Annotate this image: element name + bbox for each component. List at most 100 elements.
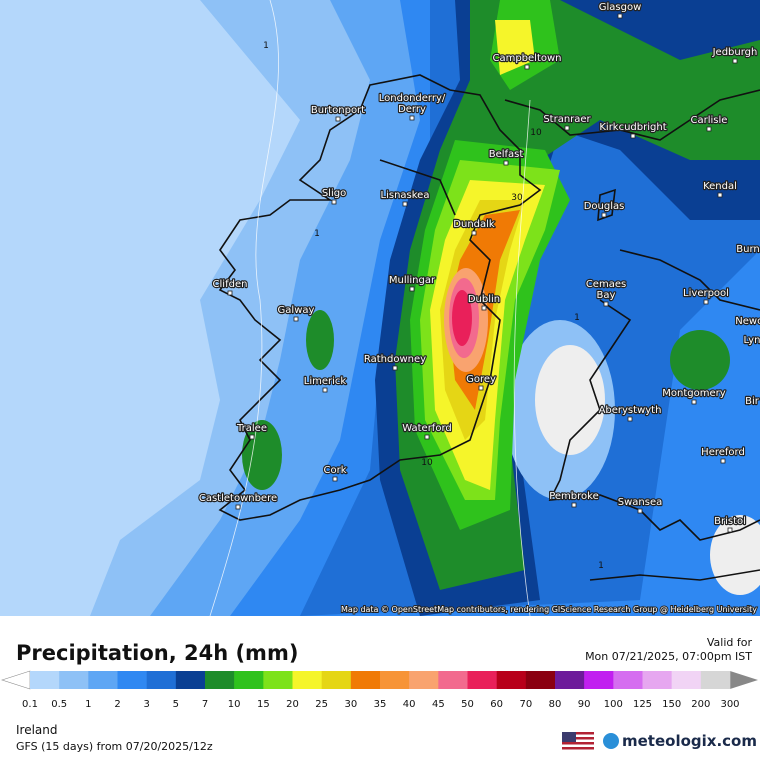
colorbar-tick-label: 45: [432, 699, 445, 710]
city-marker: [564, 125, 570, 131]
city-label: Bir: [745, 396, 760, 407]
city-label: Pembroke: [549, 491, 599, 502]
city-label: Burn: [736, 244, 759, 255]
colorbar-cell: [350, 671, 381, 689]
city-marker: [481, 305, 487, 311]
city-label: Rathdowney: [364, 354, 426, 365]
colorbar-tick-label: 15: [257, 699, 270, 710]
colorbar-cell: [175, 671, 206, 689]
city-marker: [424, 434, 430, 440]
colorbar-tick-label: 125: [633, 699, 652, 710]
colorbar-tick-label: 35: [374, 699, 387, 710]
colorbar-tick-label: 50: [461, 699, 474, 710]
colorbar-tick-label: 150: [662, 699, 681, 710]
city-marker: [293, 316, 299, 322]
city-marker: [524, 64, 530, 70]
city-label: Cemaes: [586, 279, 626, 290]
city-label: Hereford: [701, 447, 745, 458]
city-marker: [409, 115, 415, 121]
city-label: Belfast: [489, 149, 524, 160]
precip-map: Glasgow Jedburgh Campbeltown Burtonport Lond…: [0, 0, 760, 617]
colorbar-tick-label: 80: [549, 699, 562, 710]
legend-title: Precipitation, 24h (mm): [16, 641, 298, 665]
city-label: Douglas: [584, 201, 625, 212]
city-marker: [691, 399, 697, 405]
city-label: Carlisle: [691, 115, 728, 126]
city-label: Campbeltown: [492, 53, 561, 64]
city-label: Castletownbere: [199, 493, 277, 504]
city-marker: [322, 387, 328, 393]
city-marker: [471, 230, 477, 236]
city-label: Cork: [323, 465, 346, 476]
colorbar-cell: [292, 671, 322, 689]
colorbar-cell: [321, 671, 352, 689]
colorbar-cell: [584, 671, 614, 689]
contour-label: 30: [511, 193, 523, 203]
contour-label: 1: [314, 229, 320, 239]
city-label: Limerick: [304, 376, 347, 387]
colorbar-cell: [700, 671, 731, 689]
colorbar-tick-label: 300: [720, 699, 739, 710]
city-marker: [571, 502, 577, 508]
city-marker: [249, 434, 255, 440]
colorbar-cell: [146, 671, 177, 689]
city-marker: [627, 416, 633, 422]
valid-time: Mon 07/21/2025, 07:00pm IST: [585, 650, 752, 663]
city-marker: [706, 126, 712, 132]
colorbar-cell: [555, 671, 585, 689]
colorbar-tick-label: 70: [519, 699, 532, 710]
model-run: GFS (15 days) from 07/20/2025/12z: [16, 740, 213, 753]
city-label: Swansea: [618, 497, 662, 508]
colorbar-cell: [409, 671, 439, 689]
colorbar-cell: [642, 671, 672, 689]
city-label: Dundalk: [453, 219, 495, 230]
colorbar-cell: [59, 671, 89, 689]
city-label: Jedburgh: [712, 47, 758, 58]
city-marker: [720, 458, 726, 464]
valid-label: Valid for: [707, 636, 753, 649]
colorbar-tick-label: 3: [143, 699, 149, 710]
logo-icon: [603, 733, 619, 749]
colorbar-tick-label: 10: [228, 699, 241, 710]
city-marker: [335, 116, 341, 122]
colorbar-tick-label: 90: [578, 699, 591, 710]
city-label: Waterford: [402, 423, 451, 434]
city-label: Glasgow: [599, 2, 642, 13]
city-label: Bay: [597, 290, 616, 301]
colorbar-tick-label: 40: [403, 699, 416, 710]
city-marker: [727, 527, 733, 533]
city-label: Dublin: [468, 294, 500, 305]
contour-label: 1: [574, 313, 580, 323]
colorbar-tick-label: 30: [344, 699, 357, 710]
city-marker: [478, 385, 484, 391]
colorbar-tick-label: 7: [202, 699, 208, 710]
city-marker: [630, 133, 636, 139]
contour-label: 10: [530, 128, 542, 138]
colorbar-tick-label: 60: [490, 699, 503, 710]
city-marker: [601, 212, 607, 218]
colorbar-cell: [30, 671, 60, 689]
city-label: Londonderry/: [379, 93, 446, 104]
colorbar-cell: [613, 671, 643, 689]
colorbar-tick-label: 200: [691, 699, 710, 710]
legend: Precipitation, 24h (mm) Valid for Mon 07…: [1, 636, 758, 710]
city-label: Montgomery: [662, 388, 725, 399]
colorbar-tick-label: 5: [173, 699, 179, 710]
brand[interactable]: meteologix.com: [622, 732, 757, 750]
colorbar-cell: [263, 671, 293, 689]
colorbar-cell: [525, 671, 556, 689]
city-marker: [332, 476, 338, 482]
attribution: Map data © OpenStreetMap contributors, r…: [341, 605, 757, 614]
colorbar-cell: [467, 671, 497, 689]
city-label: Clifden: [213, 279, 248, 290]
colorbar-cell: [205, 671, 235, 689]
city-label: Aberystwyth: [599, 405, 662, 416]
city-label: Lisnaskea: [381, 190, 430, 201]
city-label: Liverpool: [683, 288, 729, 299]
city-marker: [402, 201, 408, 207]
city-marker: [392, 365, 398, 371]
city-label: Kirkcudbright: [599, 122, 666, 133]
colorbar-cell: [88, 671, 118, 689]
colorbar-cell: [234, 671, 264, 689]
